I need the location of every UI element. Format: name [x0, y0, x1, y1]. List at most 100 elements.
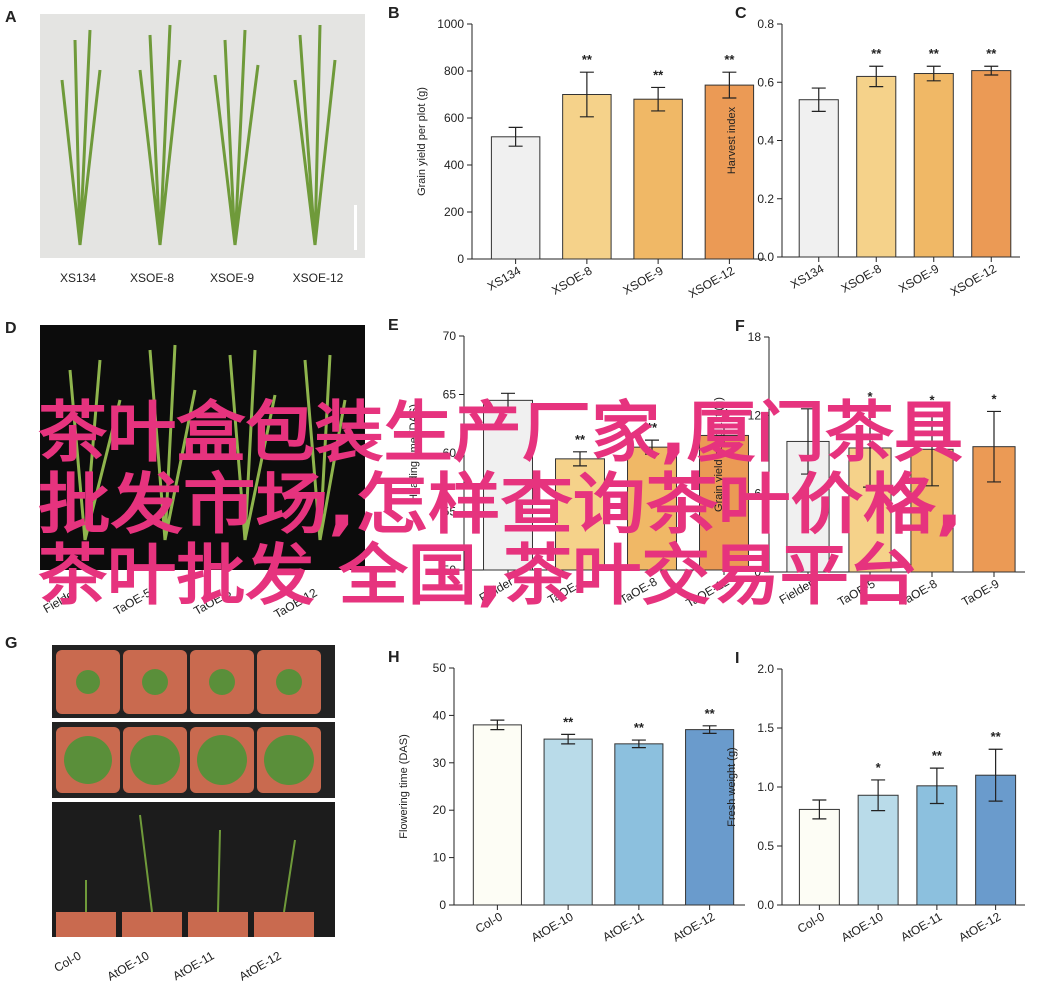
y-tick-label: 65	[443, 388, 457, 402]
error-bar	[561, 733, 576, 745]
y-tick-label: 1.5	[757, 721, 774, 735]
bar	[472, 724, 522, 906]
significance: **	[871, 46, 882, 61]
significance: **	[653, 67, 664, 82]
y-tick-label: 0.2	[757, 192, 774, 206]
bar	[483, 399, 533, 571]
bar	[798, 99, 839, 258]
y-tick-label: 50	[433, 661, 447, 675]
significance: **	[991, 729, 1002, 744]
panel-label: B	[388, 5, 400, 22]
panel-label: F	[735, 318, 745, 335]
error-bar	[631, 739, 646, 749]
y-tick-label: 6	[754, 487, 761, 501]
x-tick-label: XSOE-12	[686, 263, 737, 301]
y-tick-label: 0	[457, 252, 464, 266]
error-bar	[508, 126, 523, 147]
significance: **	[634, 720, 645, 735]
y-tick-label: 200	[444, 205, 464, 219]
error-bar	[702, 725, 717, 735]
significance: **	[932, 748, 943, 763]
y-tick-label: 0	[439, 898, 446, 912]
y-tick-label: 0.0	[757, 250, 774, 264]
significance: *	[991, 391, 997, 406]
error-bar	[811, 87, 826, 112]
y-tick-label: 12	[748, 408, 762, 422]
photo-caption: XSOE-9	[210, 271, 254, 285]
scale-bar	[354, 205, 357, 250]
y-tick-label: 2.0	[757, 662, 774, 676]
bar	[685, 729, 735, 906]
y-tick-label: 70	[443, 329, 457, 343]
error-bar	[717, 425, 731, 446]
error-bar	[925, 412, 939, 487]
panel-label: E	[388, 317, 399, 334]
photo-caption: Col-0	[52, 948, 84, 975]
photo-caption: AtOE-12	[237, 948, 284, 983]
y-tick-label: 0.6	[757, 75, 774, 89]
panel-label: I	[735, 650, 739, 667]
x-tick-label: XS134	[788, 261, 826, 291]
y-tick-label: 50	[443, 563, 457, 577]
bar	[490, 136, 541, 260]
y-tick-label: 800	[444, 64, 464, 78]
significance: *	[929, 393, 935, 408]
significance: *	[876, 760, 882, 775]
y-tick-label: 0.4	[757, 134, 774, 148]
rosettes	[64, 669, 314, 785]
y-tick-label: 55	[443, 505, 457, 519]
error-bar	[987, 410, 1001, 483]
y-tick-label: 600	[444, 111, 464, 125]
error-bar	[869, 65, 884, 88]
bar	[971, 70, 1012, 258]
photo-caption: XSOE-8	[130, 271, 174, 285]
x-tick-label: XS134	[485, 263, 523, 293]
bar	[633, 98, 683, 260]
panel-label: C	[735, 5, 747, 22]
photo-caption: AtOE-10	[105, 948, 152, 983]
x-tick-label: AtOE-12	[956, 909, 1003, 944]
x-tick-label: XSOE-9	[621, 263, 666, 297]
y-axis-label: Flowering time (DAS)	[398, 734, 410, 839]
significance: **	[575, 432, 586, 447]
y-axis-label: Heading time (DAS)	[408, 404, 420, 502]
x-tick-label: AtOE-11	[898, 909, 944, 944]
significance: **	[719, 406, 730, 421]
significance: **	[986, 46, 997, 61]
plants-d	[68, 344, 347, 541]
photo-caption: XSOE-12	[293, 271, 344, 285]
error-bar	[573, 451, 587, 467]
x-tick-label: XSOE-8	[549, 263, 594, 297]
x-tick-label: AtOE-10	[529, 909, 576, 944]
x-tick-label: AtOE-12	[670, 909, 717, 944]
y-tick-label: 40	[433, 708, 447, 722]
y-axis-label: Fresh weight (g)	[726, 747, 738, 826]
error-bar	[812, 799, 827, 820]
error-bar	[863, 408, 877, 488]
y-tick-label: 30	[433, 756, 447, 770]
panel-label: A	[5, 9, 17, 26]
error-bar	[929, 767, 944, 805]
overlay-line: 茶叶批发 全国,茶叶交易平台	[38, 537, 918, 614]
y-tick-label: 1.0	[757, 780, 774, 794]
y-tick-label: 400	[444, 158, 464, 172]
y-axis-label: Harvest index	[726, 106, 738, 174]
bar	[614, 743, 664, 906]
bar	[555, 458, 605, 571]
error-bar	[988, 748, 1003, 802]
significance: **	[647, 420, 658, 435]
photo-caption: AtOE-11	[170, 948, 216, 983]
x-tick-label: Col-0	[473, 909, 505, 936]
bar	[704, 84, 755, 260]
photo-caption: XS134	[60, 271, 96, 285]
y-tick-label: 20	[433, 803, 447, 817]
plants-a	[60, 24, 337, 246]
bar	[543, 738, 593, 906]
x-tick-label: XSOE-12	[948, 261, 999, 299]
panel-label: H	[388, 649, 400, 666]
error-bar	[579, 71, 594, 118]
x-tick-label: Col-0	[795, 909, 827, 936]
error-bar	[651, 86, 666, 112]
error-bar	[984, 65, 999, 76]
error-bar	[926, 65, 941, 82]
